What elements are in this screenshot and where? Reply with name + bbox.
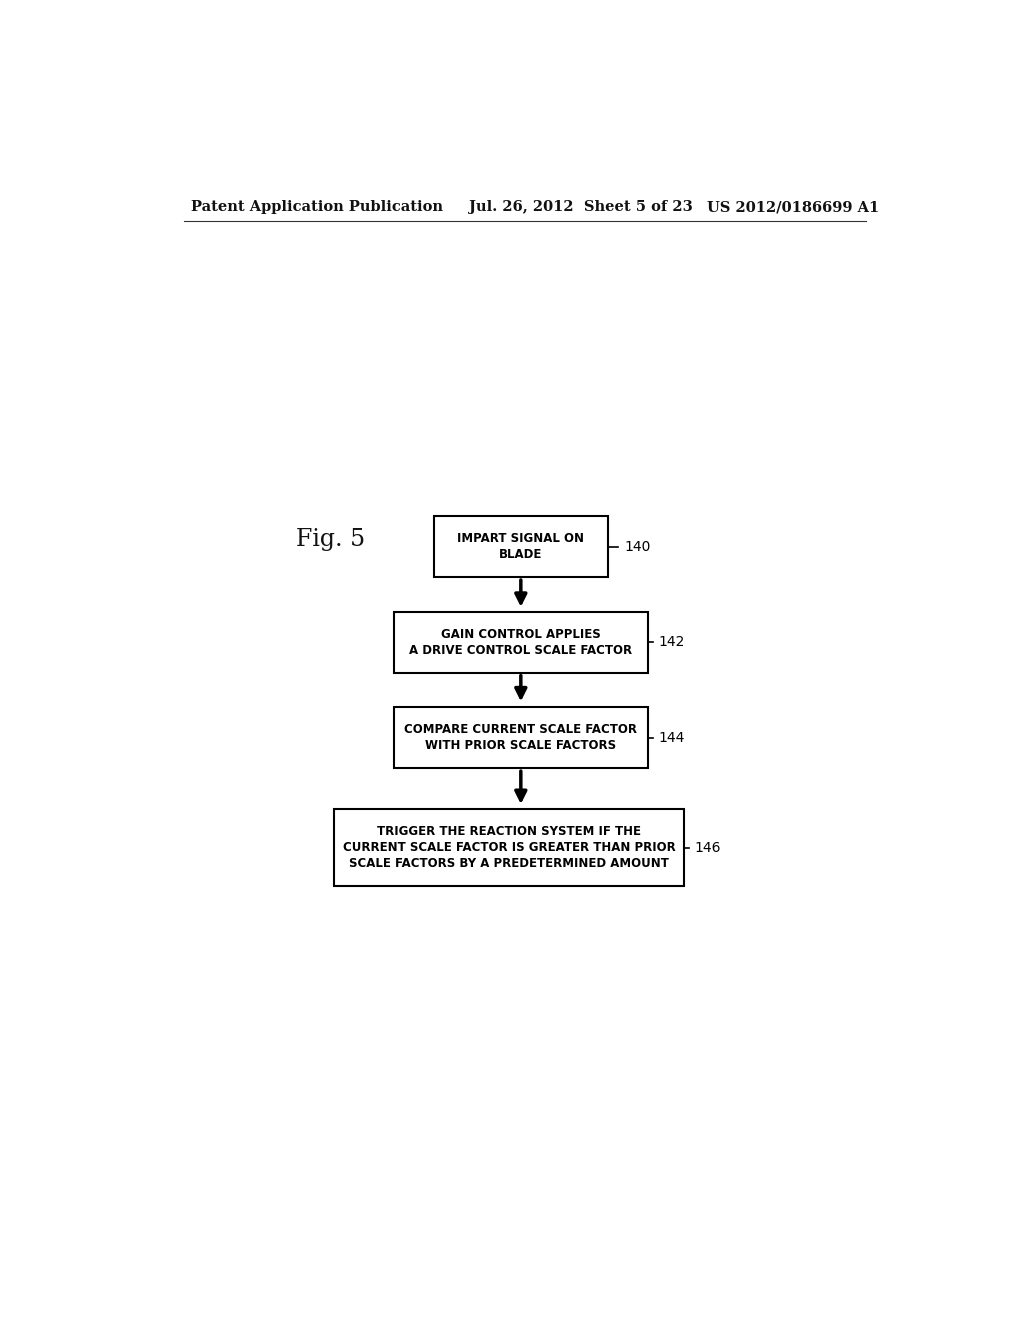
- Text: COMPARE CURRENT SCALE FACTOR
WITH PRIOR SCALE FACTORS: COMPARE CURRENT SCALE FACTOR WITH PRIOR …: [404, 723, 637, 752]
- Text: US 2012/0186699 A1: US 2012/0186699 A1: [708, 201, 880, 214]
- Bar: [394, 611, 648, 673]
- Text: TRIGGER THE REACTION SYSTEM IF THE
CURRENT SCALE FACTOR IS GREATER THAN PRIOR
SC: TRIGGER THE REACTION SYSTEM IF THE CURRE…: [343, 825, 675, 870]
- Text: IMPART SIGNAL ON
BLADE: IMPART SIGNAL ON BLADE: [458, 532, 585, 561]
- Text: GAIN CONTROL APPLIES
A DRIVE CONTROL SCALE FACTOR: GAIN CONTROL APPLIES A DRIVE CONTROL SCA…: [410, 628, 633, 657]
- Text: 146: 146: [694, 841, 721, 854]
- Bar: [433, 516, 608, 577]
- Bar: [394, 708, 648, 768]
- Text: Fig. 5: Fig. 5: [296, 528, 365, 550]
- Text: Jul. 26, 2012  Sheet 5 of 23: Jul. 26, 2012 Sheet 5 of 23: [469, 201, 693, 214]
- Text: 140: 140: [624, 540, 650, 553]
- Text: 142: 142: [658, 635, 684, 649]
- Bar: [334, 809, 684, 886]
- Text: Patent Application Publication: Patent Application Publication: [191, 201, 443, 214]
- Text: 144: 144: [658, 731, 684, 744]
